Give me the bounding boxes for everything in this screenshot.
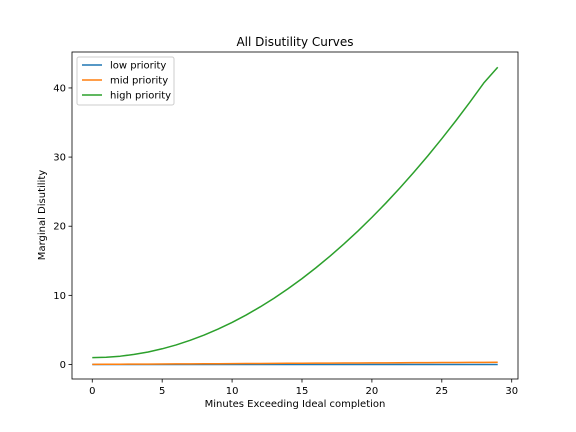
series-line-mid-priority [92, 361, 498, 366]
x-axis-ticks: 0 5 10 15 20 25 30 [89, 379, 518, 397]
y-tick-label: 10 [53, 291, 66, 302]
x-tick-label: 20 [366, 386, 379, 397]
y-tick-label: 0 [60, 360, 66, 371]
y-tick-label: 20 [53, 222, 66, 233]
legend: low priority mid priority high priority [76, 56, 175, 106]
legend-box [76, 56, 175, 106]
x-axis-label: Minutes Exceeding Ideal completion [205, 399, 386, 410]
x-tick-label: 0 [89, 386, 95, 397]
x-tick-label: 10 [226, 386, 239, 397]
plot-area-frame [71, 51, 519, 380]
series-layer [92, 66, 499, 366]
y-tick-label: 30 [53, 153, 66, 164]
legend-label: high priority [110, 91, 171, 102]
x-tick-label: 15 [296, 386, 309, 397]
chart-title: All Disutility Curves [236, 35, 353, 49]
x-tick-label: 30 [505, 386, 518, 397]
y-tick-label: 40 [53, 83, 66, 94]
x-tick-label: 25 [435, 386, 448, 397]
y-axis-label: Marginal Disutility [37, 170, 48, 260]
x-tick-label: 5 [159, 386, 165, 397]
legend-label: low priority [110, 61, 166, 72]
series-line-high-priority [92, 66, 499, 359]
legend-label: mid priority [110, 76, 168, 87]
y-axis-ticks: 0 10 20 30 40 [53, 83, 72, 371]
